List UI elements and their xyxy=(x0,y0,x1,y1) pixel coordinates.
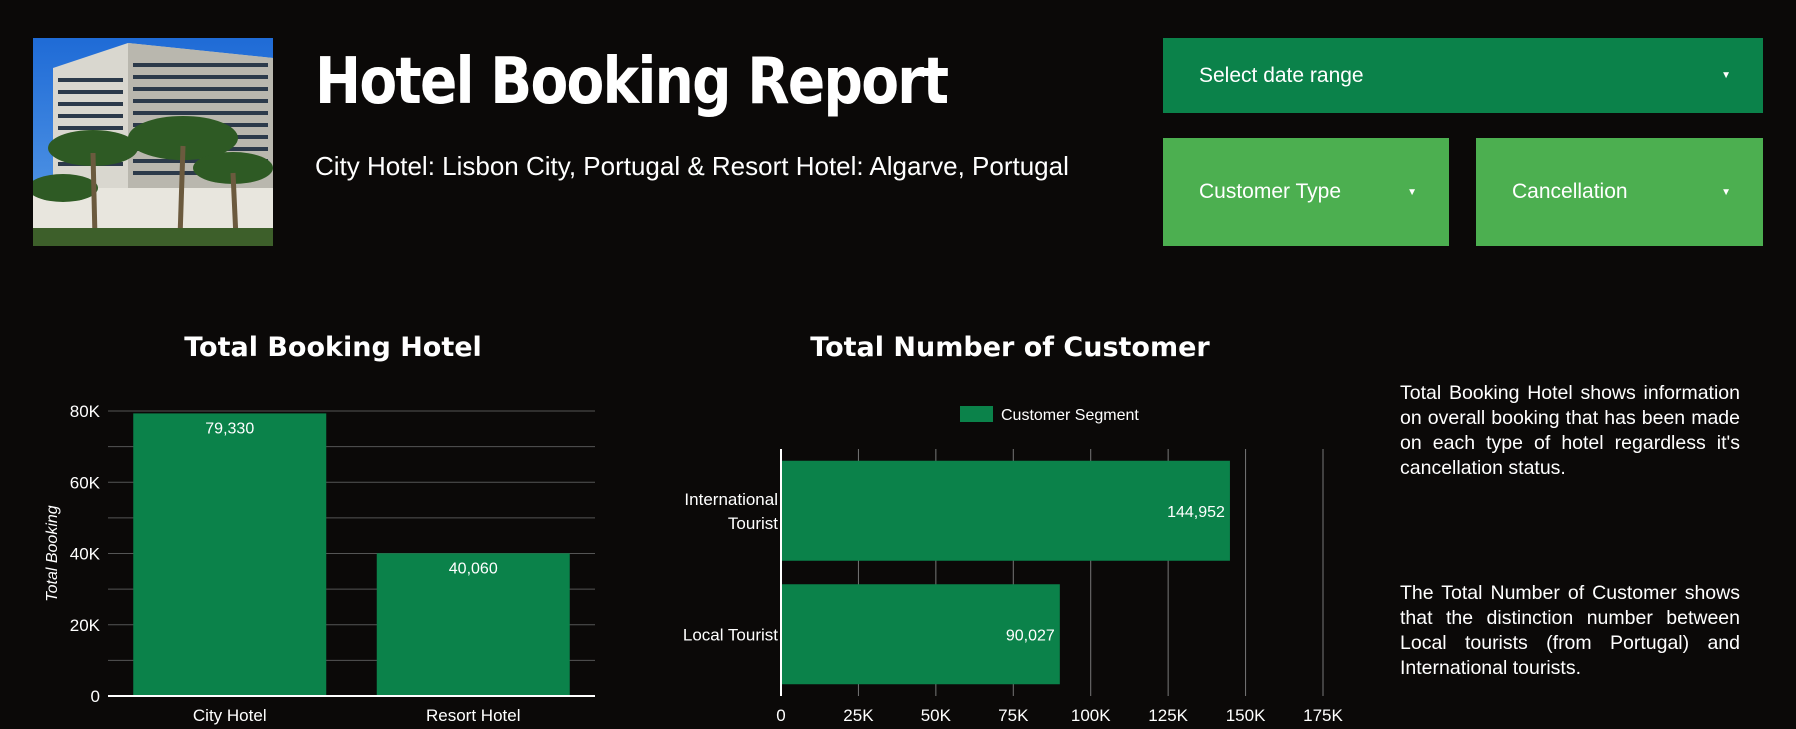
x-tick-label: City Hotel xyxy=(193,706,267,725)
x-tick-label: 100K xyxy=(1071,706,1111,725)
dropdown-caret-icon: ▼ xyxy=(1721,70,1731,81)
x-tick-label: 25K xyxy=(843,706,874,725)
y-tick-label: 20K xyxy=(70,616,101,635)
y-tick-label: Local Tourist xyxy=(683,625,778,644)
bar-value-label: 144,952 xyxy=(1167,504,1225,521)
x-tick-label: 75K xyxy=(998,706,1029,725)
y-tick-label: 40K xyxy=(70,545,101,564)
bar xyxy=(376,553,570,696)
bar xyxy=(133,413,327,696)
date-range-selector[interactable]: Select date range ▼ xyxy=(1163,38,1763,113)
customer-type-filter[interactable]: Customer Type ▼ xyxy=(1163,138,1449,246)
cancellation-filter[interactable]: Cancellation ▼ xyxy=(1476,138,1763,246)
customer-chart-title: Total Number of Customer xyxy=(810,332,1210,363)
legend-label: Customer Segment xyxy=(1001,407,1139,424)
y-axis-label: Total Booking xyxy=(44,505,61,601)
page-title: Hotel Booking Report xyxy=(315,45,949,119)
x-tick-label: 125K xyxy=(1148,706,1188,725)
customer-type-label: Customer Type xyxy=(1199,180,1342,203)
bar xyxy=(781,460,1230,561)
total-booking-chart: 0 20K 40K 60K 80K Total Booking 79,330 City Hot… xyxy=(44,402,595,725)
y-tick-label: International xyxy=(684,490,778,509)
date-range-label: Select date range xyxy=(1199,63,1364,87)
y-tick-label: 0 xyxy=(91,687,100,706)
x-tick-label: Resort Hotel xyxy=(426,706,520,725)
dropdown-caret-icon: ▼ xyxy=(1407,186,1417,198)
bar xyxy=(781,584,1060,685)
hotel-photo xyxy=(33,38,273,246)
x-tick-label: 50K xyxy=(921,706,952,725)
x-tick-label: 0 xyxy=(776,706,785,725)
booking-description: Total Booking Hotel shows information on… xyxy=(1400,382,1740,479)
x-tick-label: 175K xyxy=(1303,706,1343,725)
y-tick-label: Tourist xyxy=(728,514,778,533)
booking-chart-title: Total Booking Hotel xyxy=(184,332,482,363)
bar-value-label: 79,330 xyxy=(205,420,254,437)
y-tick-label: 80K xyxy=(70,402,101,421)
total-customer-chart: Customer Segment 0 25K 50K 75K 100K 125K 150K 17… xyxy=(683,406,1344,725)
bar-value-label: 90,027 xyxy=(1006,627,1055,644)
dropdown-caret-icon: ▼ xyxy=(1721,186,1731,198)
x-tick-label: 150K xyxy=(1226,706,1266,725)
y-tick-label: 60K xyxy=(70,473,101,492)
cancellation-label: Cancellation xyxy=(1512,180,1628,203)
page-subtitle: City Hotel: Lisbon City, Portugal & Reso… xyxy=(315,151,1069,181)
legend-swatch xyxy=(960,406,993,422)
customer-description: The Total Number of Customer shows that … xyxy=(1400,582,1740,679)
bar-value-label: 40,060 xyxy=(449,560,498,577)
